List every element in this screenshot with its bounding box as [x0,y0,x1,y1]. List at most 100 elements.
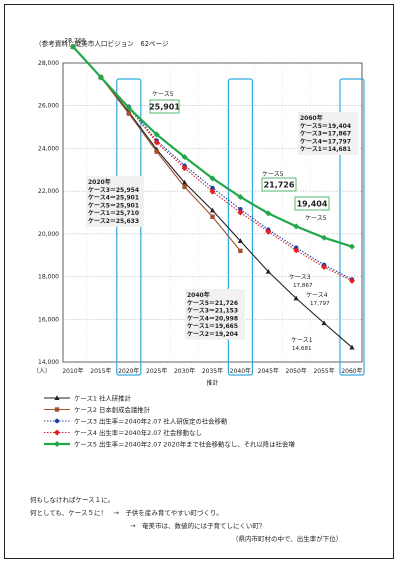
box-2040-line: ケース4＝20,998 [187,315,238,322]
series-point-ケース4 [265,228,272,235]
box-2060-line: ケース3＝17,867 [300,131,351,138]
series-point-ケース5 [293,223,300,230]
source-header: （参考資料）奄美市人口ビジョン 62ページ [35,39,169,48]
series-point-ケース4 [349,277,355,284]
case5-2020-box [149,99,180,114]
case5-2060-box [294,196,330,211]
box-2060-line: ケース4＝17,797 [300,138,351,145]
start-value-label: 28,766 [64,38,86,45]
box-2060-bg [298,112,358,155]
series-point-ケース4 [321,263,328,270]
series-point-ケース3 [238,207,243,212]
series-point-ケース2 [210,214,215,219]
x-tick-label: 2060年 [341,367,362,375]
highlight-column-2040年 [227,78,253,376]
box-2020-line: ケース4＝25,901 [88,195,139,202]
box-2040-line: ケース2＝19,204 [187,331,238,338]
series-point-ケース5 [321,234,328,241]
legend-marker-ケース4 [54,429,60,436]
legend-label-ケース5: ケース5 出生率＝2040年2.07 2020年まで社会移動なし、それ以降は社会… [74,439,295,448]
y-tick-label: 24,000 [38,145,59,152]
end-case4-value: 17,797 [310,301,330,307]
series-point-ケース1 [321,320,327,326]
series-point-ケース4 [293,247,300,254]
y-tick-label: 16,000 [38,316,59,323]
end-case1-label: ケース1 [291,337,313,344]
series-point-ケース5 [70,43,76,50]
note-line-1: 何もしなければケース１に。 [30,496,115,504]
x-tick-label: 2050年 [286,367,307,375]
series-point-ケース1 [293,295,299,301]
series-point-ケース2 [238,248,243,254]
highlight-column-2060年 [339,78,365,376]
note-line-4: （県内市町村の中で、出生率が下位） [232,535,343,543]
x-tick-label: 2010年 [62,367,83,375]
legend-label-ケース3: ケース3 出生率＝2040年2.07 社人研仮定の社会移動 [74,416,227,425]
x-tick-label: 2045年 [258,367,279,375]
box-2020-bg [86,176,144,227]
highlight-column-2020年 [116,78,142,376]
case5-2060-label: ケース5 [305,215,327,222]
series-point-ケース1 [349,344,355,350]
x-tick-label: 2055年 [313,367,334,375]
y-tick-label: 14,000 [38,359,59,366]
legend-label-ケース4: ケース4 出生率＝2040年2.07 社会移動なし [74,428,202,437]
y-tick-label: 28,000 [38,60,59,67]
series-point-ケース1 [209,207,216,213]
series-point-ケース1 [237,238,243,244]
series-point-ケース5 [97,74,104,81]
case5-2020-label: ケース5 [152,91,174,98]
legend-marker-ケース2 [54,407,60,412]
note-line-2: 何としても、ケース５に！ → 子供を産み育てやすい町づくり。 [30,509,223,517]
legend-marker-ケース3 [54,418,60,424]
series-point-ケース1 [265,268,271,274]
series-point-ケース5 [209,175,216,182]
note-line-3: → 奄美市は、数値的には子育てしにくい町？ [130,522,266,530]
y-tick-label: 22,000 [38,188,59,195]
case5-2040-value: 21,726 [264,181,295,190]
series-point-ケース4 [237,209,244,216]
series-point-ケース5 [349,243,355,250]
x-tick-label: 2015年 [90,367,111,375]
x-tick-label: 2035年 [202,367,223,375]
x-tick-label: 2030年 [174,367,195,375]
x-tick-label: 2040年 [230,367,251,375]
case5-2060-value: 19,404 [297,200,328,209]
box-2040-line: ケース1＝19,665 [187,323,238,330]
series-point-ケース5 [181,153,188,160]
legend-marker-ケース1 [54,395,60,400]
box-2040-bg [185,289,245,340]
series-point-ケース5 [153,131,160,138]
y-tick-label: 18,000 [38,274,59,281]
box-2020-line: ケース5＝25,901 [88,202,139,209]
series-point-ケース1 [182,179,188,185]
case5-2040-box [261,177,297,192]
series-point-ケース2 [182,184,187,190]
series-point-ケース5 [237,193,244,200]
series-point-ケース4 [181,165,188,172]
box-2040-line: ケース5＝21,726 [187,300,238,307]
series-point-ケース3 [210,185,215,191]
end-case1-value: 14,681 [292,346,312,352]
box-2020-line: ケース3＝25,954 [88,187,139,194]
box-2060-line: ケース1＝14,681 [300,146,351,153]
box-2040-line: ケース3＝21,153 [187,308,238,315]
x-axis-label: 推計 [206,379,218,387]
case5-2020-value: 25,901 [149,103,180,112]
box-2060-line: ケース5＝19,404 [300,123,351,130]
box-2020-line: 2020年 [88,178,111,186]
series-point-ケース4 [209,188,216,195]
box-2040-line: 2040年 [187,291,210,299]
y-tick-label: 20,000 [38,231,59,238]
series-point-ケース2 [126,111,131,116]
end-case4-label: ケース4 [306,292,328,299]
box-2020-line: ケース1＝25,710 [88,210,139,217]
series-point-ケース5 [125,104,132,111]
x-tick-label: 2020年 [118,367,139,375]
case5-2040-label: ケース5 [262,171,284,178]
y-unit-label: （人） [33,368,51,375]
page-frame [4,4,394,559]
box-2060-line: 2060年 [300,114,323,122]
end-case3-label: ケース3 [289,274,311,281]
